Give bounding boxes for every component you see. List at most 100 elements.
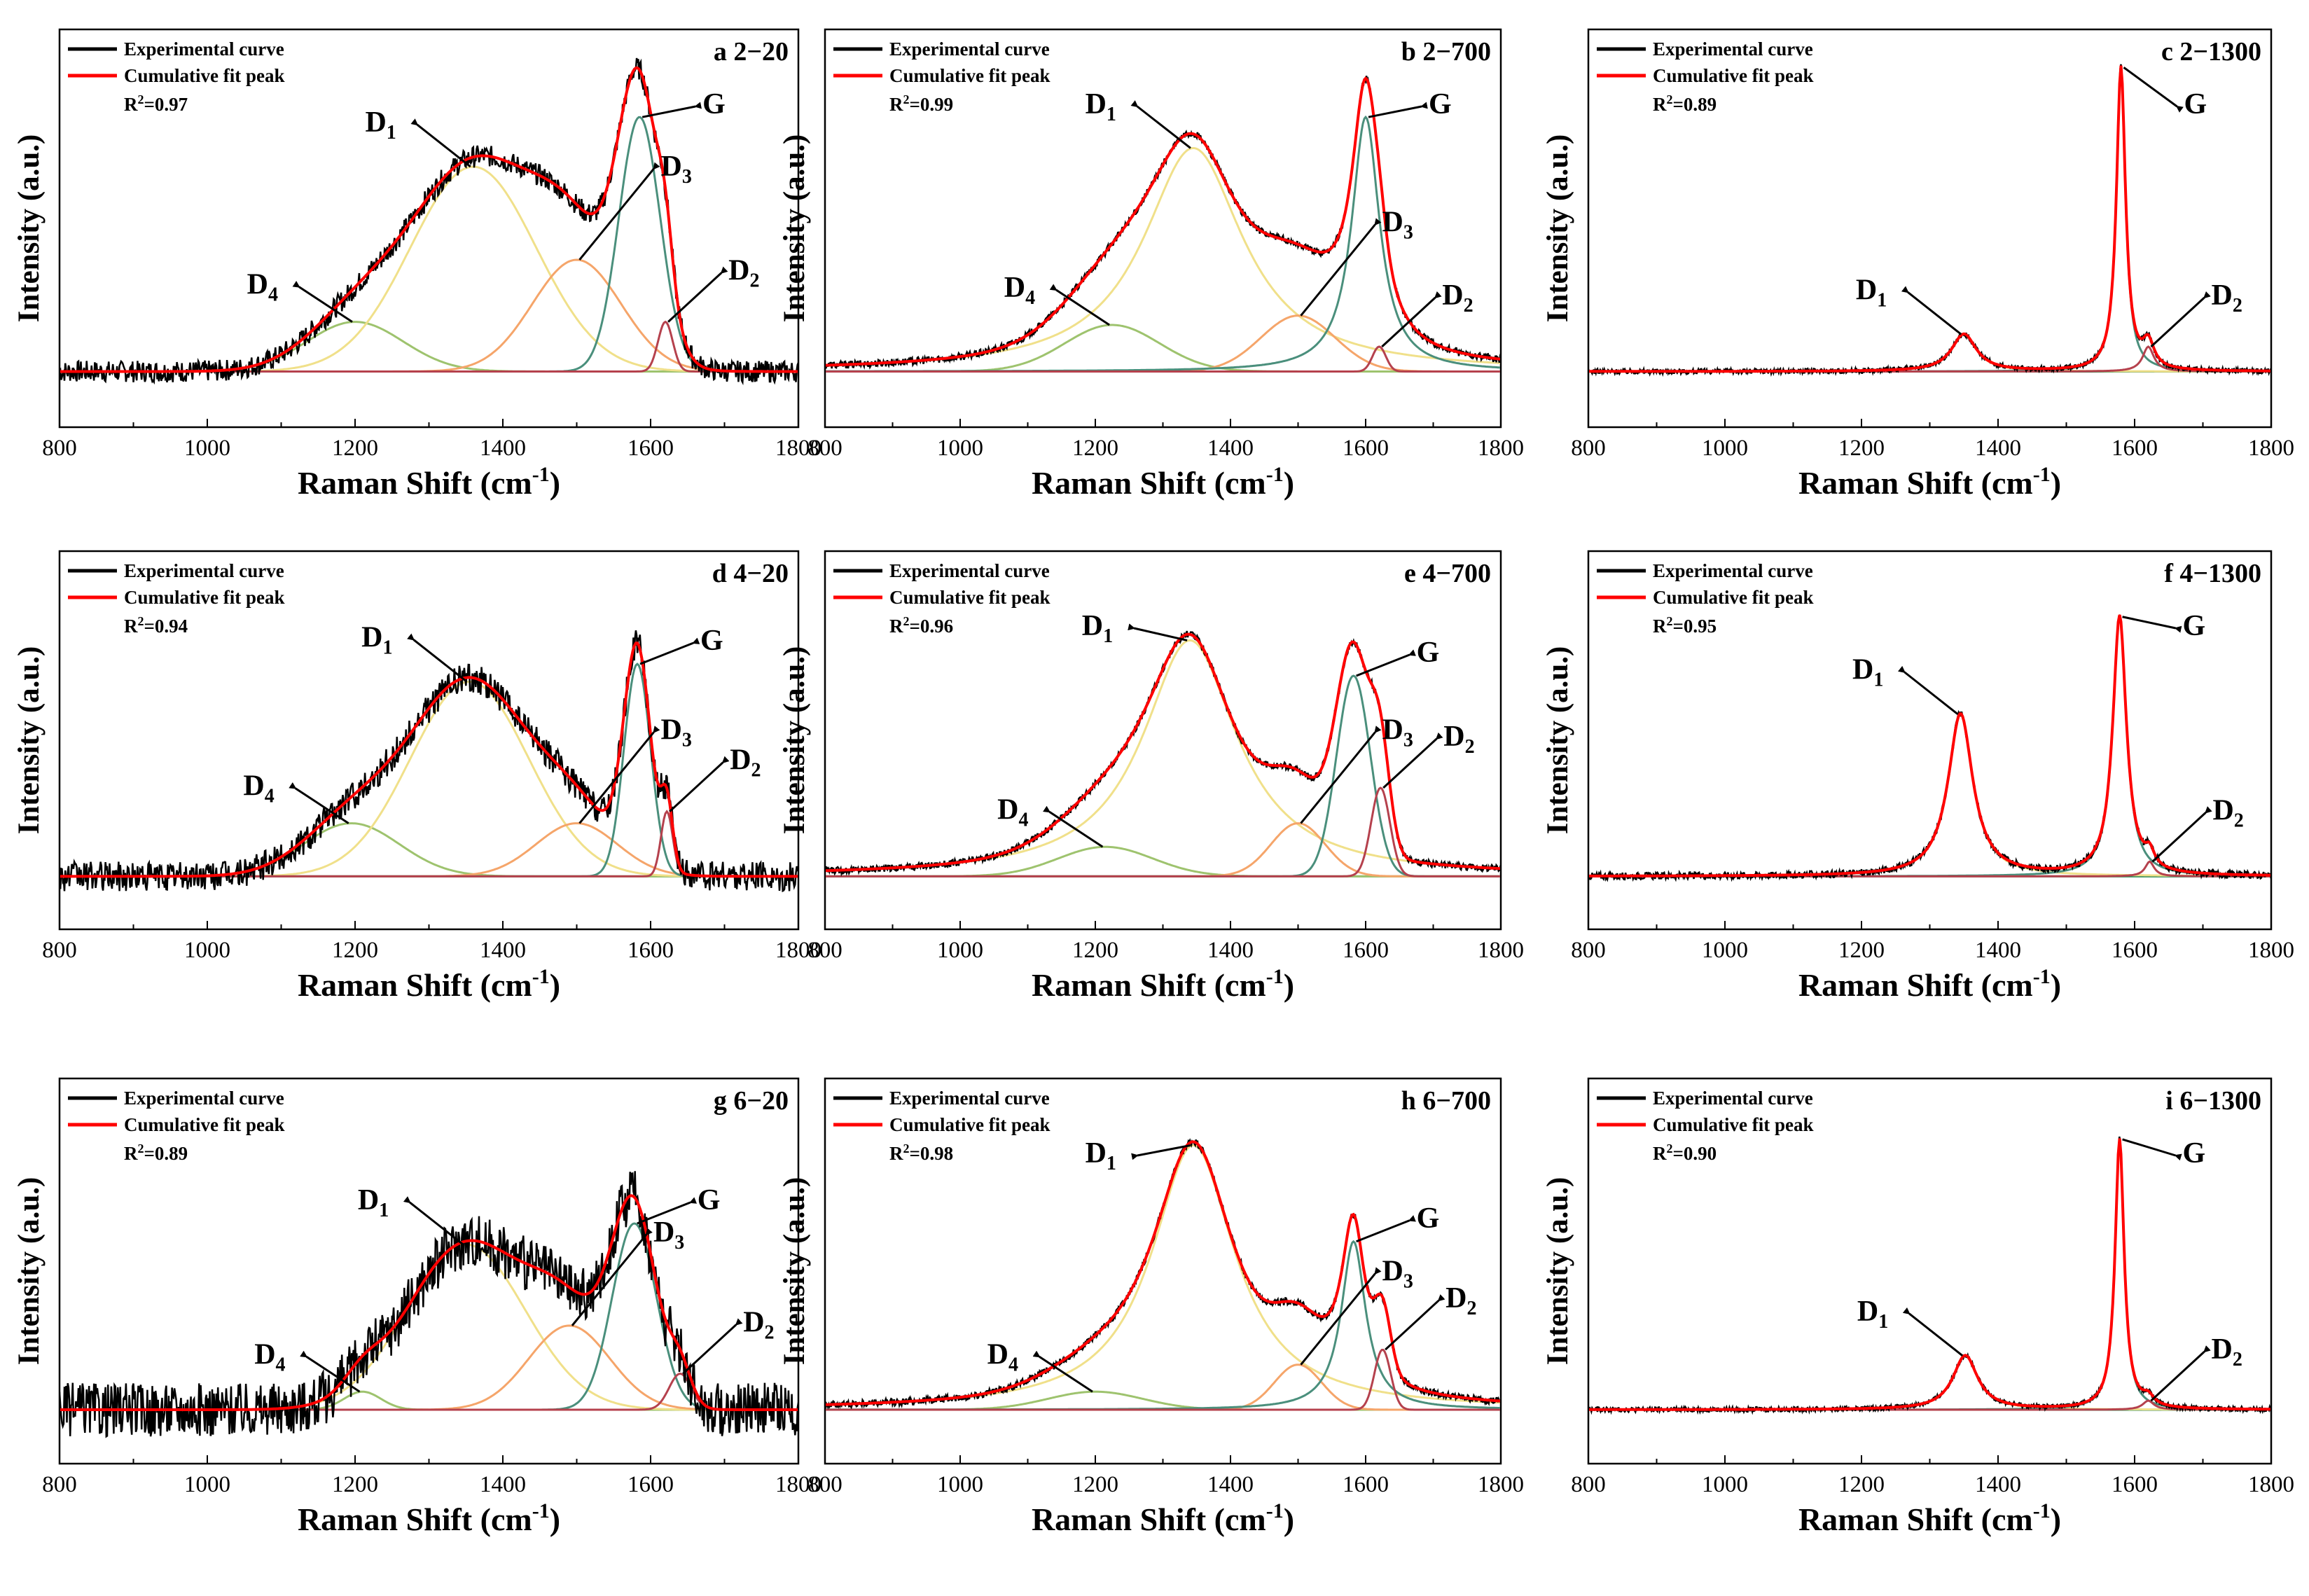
r-squared: R2=0.94 — [124, 614, 188, 637]
peak-label-d1: D1 — [1082, 610, 1113, 647]
cumulative-fit-curve — [60, 66, 798, 373]
peak-arrow — [578, 162, 660, 261]
cumulative-fit-curve — [1589, 65, 2270, 373]
x-tick-label: 1400 — [1207, 1472, 1254, 1497]
peak-label-d3: D3 — [1382, 207, 1413, 244]
x-tick-label: 1000 — [1702, 1472, 1748, 1497]
peak-arrow — [1130, 100, 1191, 149]
x-tick-label: 1400 — [1207, 436, 1254, 461]
peak-label-d2: D2 — [1445, 1282, 1476, 1319]
x-tick-label: 1400 — [1207, 938, 1254, 963]
peak-arrow — [2150, 1345, 2211, 1402]
legend-cumulative: Cumulative fit peak — [1653, 1114, 1814, 1135]
x-tick-label: 1200 — [1072, 436, 1118, 461]
peak-label-g: G — [2184, 88, 2207, 120]
x-tick-label: 1400 — [480, 1472, 526, 1497]
peak-label-d4: D4 — [254, 1338, 285, 1375]
x-axis-label: Raman Shift (cm-1) — [1032, 1499, 1294, 1537]
legend-cumulative: Cumulative fit peak — [889, 1114, 1051, 1135]
y-axis-label: Intensity (a.u.) — [13, 646, 46, 835]
legend-experimental: Experimental curve — [1653, 1088, 1813, 1109]
peak-arrow — [403, 1196, 464, 1246]
legend: Experimental curve Cumulative fit peak R2=… — [1597, 1088, 1814, 1164]
peak-arrow — [1356, 1215, 1416, 1243]
legend-cumulative: Cumulative fit peak — [1653, 587, 1814, 608]
peak-label-g: G — [1417, 1202, 1440, 1235]
legend-experimental: Experimental curve — [889, 560, 1050, 581]
panel-title: c 2−1300 — [2161, 37, 2261, 67]
peak-arrow — [639, 637, 700, 665]
cumulative-fit-curve — [1589, 1138, 2270, 1411]
x-tick-label: 1800 — [775, 1472, 821, 1497]
r-squared: R2=0.89 — [1653, 92, 1717, 115]
peak-label-d4: D4 — [243, 770, 274, 807]
cumulative-fit-curve — [826, 1140, 1500, 1406]
legend: Experimental curve Cumulative fit peak R2=… — [833, 560, 1051, 637]
legend-cumulative: Cumulative fit peak — [1653, 65, 1814, 86]
legend: Experimental curve Cumulative fit peak R2=… — [833, 39, 1051, 115]
x-tick-label: 1000 — [937, 938, 983, 963]
x-tick-label: 1600 — [2112, 938, 2158, 963]
legend-experimental: Experimental curve — [1653, 39, 1813, 60]
r-squared: R2=0.99 — [889, 92, 953, 115]
x-tick-label: 1400 — [480, 938, 526, 963]
peak-label-d2: D2 — [730, 744, 761, 782]
peak-arrow — [300, 1350, 361, 1393]
fit-peak-g — [1589, 1139, 2270, 1411]
legend: Experimental curve Cumulative fit peak R2=… — [68, 560, 285, 637]
x-tick-label: 1600 — [1343, 938, 1389, 963]
peak-arrow — [682, 1318, 743, 1375]
cumulative-fit-curve — [60, 1194, 798, 1411]
panel-title: g 6−20 — [714, 1086, 789, 1116]
legend: Experimental curve Cumulative fit peak R2=… — [68, 1088, 285, 1164]
x-tick-label: 800 — [807, 1472, 843, 1497]
x-tick-label: 1800 — [1478, 436, 1524, 461]
legend-experimental: Experimental curve — [889, 1088, 1050, 1109]
peak-label-g: G — [700, 625, 723, 657]
peak-label-d1: D1 — [1086, 1137, 1116, 1174]
x-tick-label: 1800 — [1478, 938, 1524, 963]
panel-f: 800 1000 1200 1400 1600 1800 Raman Shift (cm-1… — [1541, 550, 2294, 1003]
y-axis-label: Intensity (a.u.) — [13, 134, 46, 323]
peak-arrow — [2150, 291, 2211, 348]
x-tick-label: 800 — [1571, 938, 1606, 963]
x-tick-label: 800 — [42, 938, 77, 963]
peak-label-d4: D4 — [987, 1338, 1018, 1375]
x-tick-label: 1000 — [937, 1472, 983, 1497]
x-tick-label: 1800 — [2248, 938, 2294, 963]
peak-label-d3: D3 — [661, 714, 692, 751]
x-tick-label: 1000 — [937, 436, 983, 461]
peak-label-g: G — [1417, 637, 1440, 669]
peak-arrow — [1897, 665, 1959, 715]
x-tick-label: 1200 — [1072, 938, 1118, 963]
fit-peak-d1 — [826, 639, 1500, 872]
experimental-curve — [1589, 1136, 2270, 1415]
x-axis-label: Raman Shift (cm-1) — [298, 965, 560, 1003]
x-tick-label: 800 — [1571, 1472, 1606, 1497]
experimental-curve — [1589, 613, 2270, 882]
peak-arrow — [1385, 1294, 1445, 1351]
legend-cumulative: Cumulative fit peak — [124, 587, 285, 608]
x-tick-label: 1800 — [2248, 436, 2294, 461]
panel-title: b 2−700 — [1401, 37, 1491, 67]
peak-arrow — [1381, 291, 1442, 348]
r-squared: R2=0.95 — [1653, 614, 1717, 637]
x-tick-label: 800 — [807, 436, 843, 461]
y-axis-label: Intensity (a.u.) — [778, 1177, 811, 1366]
fit-peak-d3 — [826, 314, 1500, 373]
x-tick-label: 1600 — [1343, 1472, 1389, 1497]
fit-peak-g — [1589, 616, 2270, 877]
peak-arrow — [1049, 284, 1110, 326]
peak-arrow — [1043, 805, 1104, 848]
x-tick-label: 800 — [1571, 436, 1606, 461]
panel-b: 800 1000 1200 1400 1600 1800 Raman Shift (cm-1… — [778, 28, 1524, 501]
experimental-curve — [60, 630, 798, 893]
peak-label-d1: D1 — [1852, 654, 1883, 691]
peak-arrow — [289, 782, 349, 824]
peak-label-d4: D4 — [247, 269, 278, 306]
peak-arrow — [1300, 1267, 1382, 1366]
fit-peak-d1 — [826, 147, 1500, 367]
peak-label-d1: D1 — [1857, 1296, 1888, 1333]
cumulative-fit-curve — [60, 641, 798, 878]
r-squared: R2=0.96 — [889, 614, 953, 637]
